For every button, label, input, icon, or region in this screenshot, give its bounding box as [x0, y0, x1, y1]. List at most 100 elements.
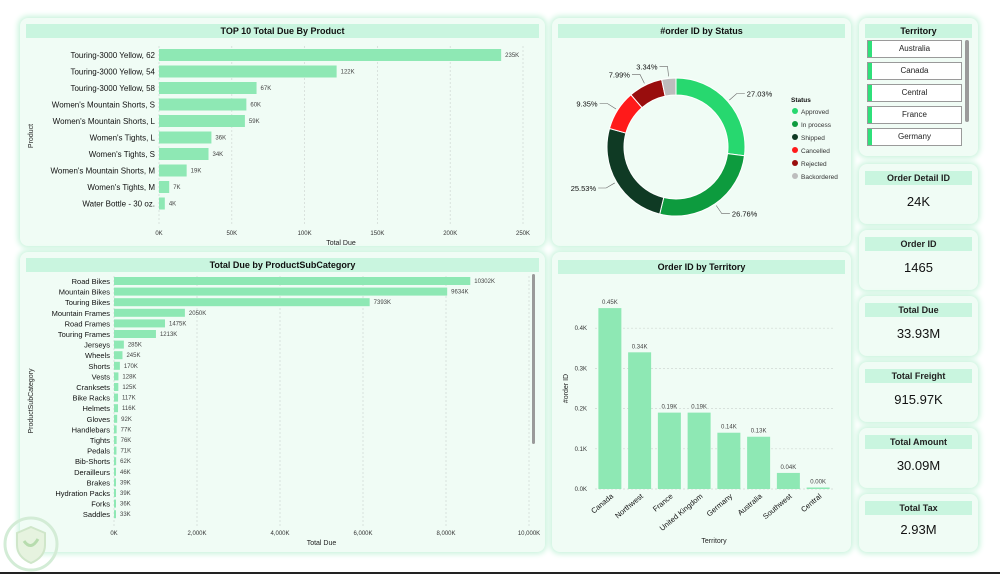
y-tick-label: Bike Racks	[72, 394, 110, 403]
status-donut-card: #order ID by Status 27.03% 26.76% 25.53% 9.…	[552, 18, 851, 246]
legend-label: Shipped	[801, 135, 825, 142]
bar	[114, 308, 185, 317]
y-tick-label: Shorts	[88, 362, 110, 371]
territory-chart-card: Order ID by Territory 0.0K 0.1K 0.2K 0.3K 0.…	[552, 252, 851, 552]
bar	[159, 148, 209, 160]
status-donut-chart: 27.03% 26.76% 25.53% 9.35% 7.99% 3.34% Status A…	[571, 62, 839, 218]
legend-marker	[792, 134, 798, 140]
y-tick-label: Water Bottle - 30 oz.	[82, 200, 155, 209]
slicer-title: Territory	[865, 24, 972, 38]
bar	[114, 372, 119, 381]
x-tick-label: 200K	[443, 231, 457, 237]
slicer-scrollbar[interactable]	[965, 40, 969, 122]
slicer-item-canada[interactable]: Canada	[867, 62, 962, 80]
slicer-item-france[interactable]: France	[867, 106, 962, 124]
status-chart-title: #order ID by Status	[558, 24, 845, 38]
bar	[114, 277, 471, 285]
leader-line	[598, 182, 615, 189]
data-label: 77K	[121, 427, 132, 433]
x-tick-label: 4,000K	[270, 531, 289, 537]
data-label: 1213K	[160, 332, 177, 338]
data-label: 46K	[120, 470, 131, 476]
bar	[806, 487, 830, 489]
x-tick-label: 0K	[110, 531, 117, 537]
kpi-value: 2.93M	[900, 522, 937, 537]
leader-line	[631, 74, 645, 84]
data-label: 0.00K	[810, 480, 826, 486]
data-label: 76K	[121, 438, 132, 444]
y-tick-label: Women's Tights, M	[87, 183, 155, 192]
y-tick-label: Jerseys	[84, 341, 110, 350]
subcategory-scrollbar[interactable]	[532, 274, 535, 444]
bar	[114, 489, 116, 497]
y-tick-label: 0.4K	[575, 326, 587, 332]
slicer-item-central[interactable]: Central	[867, 84, 962, 102]
data-label: 0.45K	[602, 300, 618, 306]
donut-slice	[606, 127, 665, 215]
x-tick-label: 150K	[370, 231, 384, 237]
y-tick-label: Derailleurs	[74, 468, 110, 477]
y-tick-label: Women's Mountain Shorts, S	[52, 101, 155, 110]
legend-marker	[792, 173, 798, 179]
y-tick-label: Wheels	[85, 351, 110, 360]
territory-slicer: Territory Australia Canada Central Franc…	[859, 18, 978, 156]
x-tick-label: 0K	[155, 231, 162, 237]
slicer-item-germany[interactable]: Germany	[867, 128, 962, 146]
slicer-item-australia[interactable]: Australia	[867, 40, 962, 58]
y-axis-label: ProductSubCategory	[28, 368, 35, 433]
x-axis-label: Total Due	[307, 540, 337, 547]
kpi-total-tax: Total Tax 2.93M	[859, 494, 978, 552]
data-label: 36K	[120, 502, 131, 508]
data-label: 60K	[250, 103, 261, 109]
subcategory-chart-title: Total Due by ProductSubCategory	[26, 258, 539, 272]
kpi-title: Total Freight	[865, 369, 972, 383]
x-tick-label: Central	[799, 491, 824, 514]
kpi-order-detail-id: Order Detail ID 24K	[859, 164, 978, 224]
y-tick-label: Women's Tights, S	[89, 150, 155, 159]
subcategory-card: Total Due by ProductSubCategory 0K 2,000K…	[20, 252, 545, 552]
kpi-title: Order Detail ID	[865, 171, 972, 185]
bar	[114, 446, 117, 455]
y-tick-label: Bib-Shorts	[75, 457, 110, 466]
legend-label: Cancelled	[801, 148, 830, 155]
slice-label: 9.35%	[576, 100, 598, 109]
bar	[159, 181, 170, 193]
data-label: 1475K	[169, 321, 186, 327]
y-tick-label: Hydration Packs	[55, 489, 110, 498]
bar	[114, 287, 448, 296]
x-tick-label: 50K	[226, 231, 237, 237]
bar	[114, 414, 118, 423]
y-tick-label: Touring Bikes	[65, 298, 110, 307]
data-label: 9634K	[451, 290, 468, 296]
y-tick-label: 0.1K	[575, 447, 587, 453]
y-tick-label: Forks	[91, 500, 110, 509]
legend-label: In process	[801, 122, 832, 129]
y-axis-label: #order ID	[563, 374, 570, 403]
bar	[114, 393, 119, 402]
bar	[159, 115, 245, 127]
y-tick-label: Mountain Bikes	[59, 288, 111, 297]
bar	[159, 197, 165, 210]
legend-marker	[792, 147, 798, 153]
bar	[114, 425, 117, 434]
bar	[628, 352, 652, 489]
bar	[114, 319, 166, 328]
slice-label: 27.03%	[747, 89, 773, 98]
top10-product-card: TOP 10 Total Due By Product 0K 50K 100K 150…	[20, 18, 545, 246]
x-tick-label: Northwest	[613, 491, 645, 520]
x-tick-label: Canada	[589, 491, 616, 515]
leader-line	[599, 103, 617, 110]
data-label: 170K	[124, 364, 138, 370]
data-label: 34K	[213, 152, 224, 158]
y-axis-label: Product	[28, 124, 35, 148]
y-tick-label: Touring Frames	[58, 330, 110, 339]
bar	[159, 131, 212, 144]
kpi-total-freight: Total Freight 915.97K	[859, 362, 978, 422]
donut-slice	[675, 77, 746, 157]
territory-bar-chart: 0.0K 0.1K 0.2K 0.3K 0.4K #order ID Territory 0.…	[563, 300, 833, 545]
bar	[717, 432, 741, 489]
x-tick-label: 2,000K	[187, 531, 206, 537]
bar	[776, 472, 800, 489]
y-tick-label: 0.3K	[575, 366, 587, 372]
x-tick-label: 8,000K	[436, 531, 455, 537]
